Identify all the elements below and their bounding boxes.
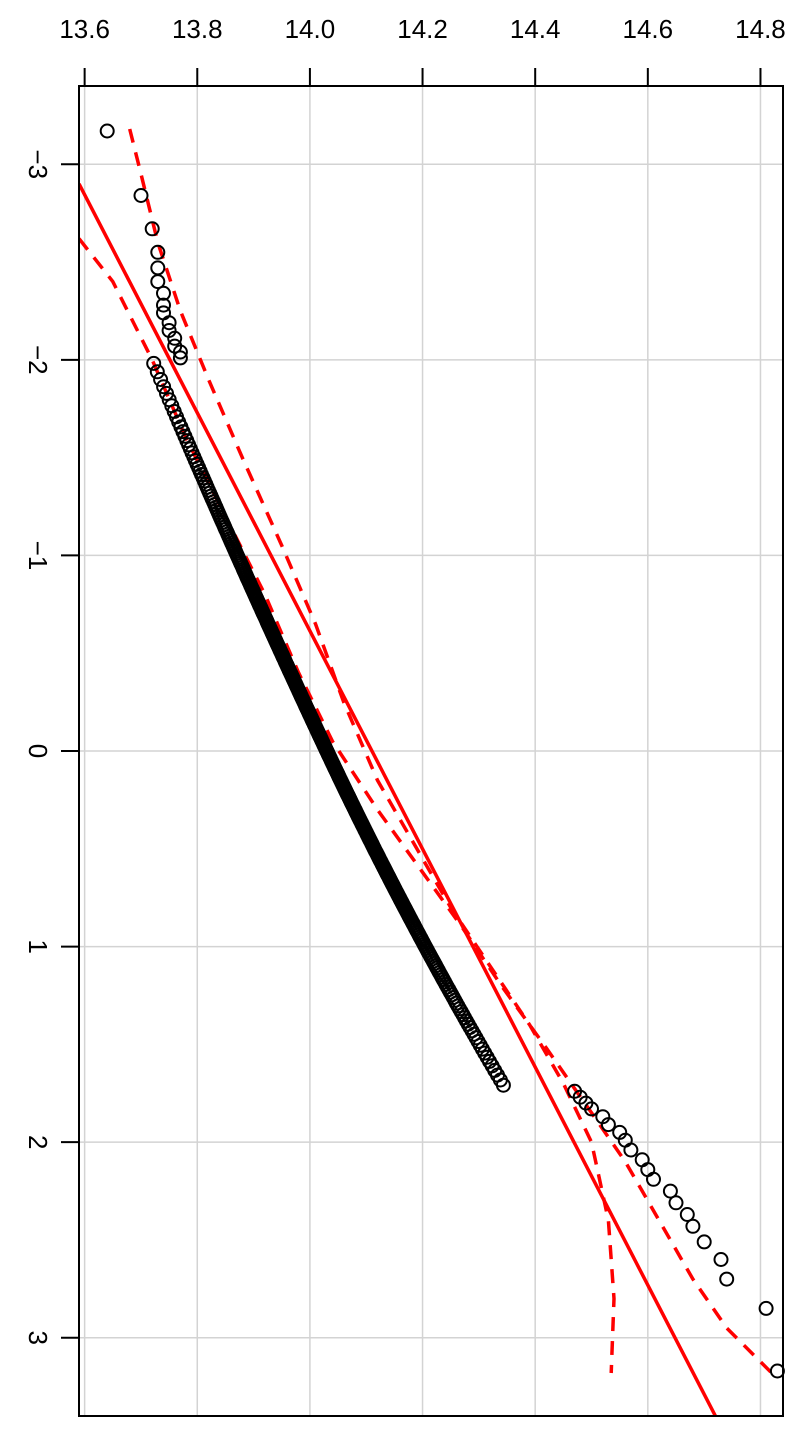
data-point — [133, 188, 149, 203]
data-point — [495, 1077, 511, 1093]
data-point — [144, 221, 160, 237]
y-tick-label-6: 3 — [23, 1331, 53, 1345]
data-point — [668, 1195, 684, 1211]
data-point — [172, 344, 188, 360]
y-tick-label-2: −1 — [23, 541, 53, 571]
x-tick-label-3: 14.2 — [397, 14, 448, 44]
confidence-band-lower — [128, 128, 616, 1374]
data-point — [172, 350, 188, 366]
data-point — [150, 274, 166, 290]
data-point — [634, 1152, 650, 1168]
y-tick-label-4: 1 — [23, 939, 53, 953]
data-point — [623, 1142, 639, 1158]
data-point — [156, 297, 171, 313]
data-point — [679, 1207, 695, 1222]
data-point — [719, 1271, 735, 1287]
y-tick-label-5: 2 — [23, 1135, 53, 1149]
data-point — [153, 372, 169, 387]
x-axis: 13.6 13.8 14.0 14.2 14.4 14.6 14.8 — [59, 14, 786, 86]
data-point — [99, 123, 115, 139]
y-axis: −3 −2 −1 0 1 2 3 — [23, 149, 79, 1345]
data-point — [150, 260, 166, 276]
data-point — [146, 355, 162, 371]
data-point — [156, 305, 171, 321]
data-point — [584, 1101, 599, 1117]
data-points — [99, 123, 785, 1379]
data-point — [662, 1183, 678, 1199]
data-point — [167, 330, 183, 346]
data-point — [769, 1363, 785, 1379]
data-point — [156, 379, 172, 395]
x-tick-label-1: 13.8 — [172, 14, 223, 44]
data-point — [161, 315, 177, 331]
confidence-band-upper — [79, 237, 773, 1375]
data-point — [150, 244, 166, 260]
data-point — [713, 1252, 729, 1267]
x-tick-label-5: 14.6 — [623, 14, 674, 44]
data-point — [149, 364, 165, 380]
x-tick-label-0: 13.6 — [59, 14, 110, 44]
x-tick-label-6: 14.8 — [735, 14, 786, 44]
x-tick-label-2: 14.0 — [285, 14, 336, 44]
reference-line-group — [79, 182, 717, 1416]
y-tick-label-0: −3 — [23, 149, 53, 179]
data-point — [600, 1117, 616, 1133]
grid-lines — [79, 86, 783, 1416]
data-point — [696, 1234, 712, 1250]
y-tick-label-1: −2 — [23, 345, 53, 375]
x-tick-label-4: 14.4 — [510, 14, 561, 44]
data-point — [758, 1300, 774, 1316]
data-point — [685, 1218, 701, 1234]
data-point — [646, 1171, 661, 1187]
reference-line — [79, 182, 717, 1416]
data-point — [156, 285, 171, 301]
y-tick-label-3: 0 — [23, 744, 53, 758]
